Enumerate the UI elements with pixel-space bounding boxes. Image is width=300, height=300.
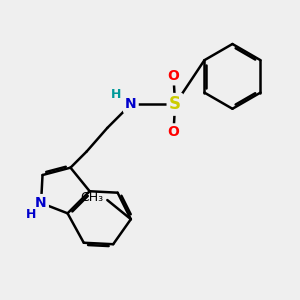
Text: N: N	[125, 98, 137, 111]
Text: O: O	[168, 125, 179, 139]
Text: S: S	[169, 95, 181, 113]
Text: H: H	[26, 208, 36, 221]
Text: O: O	[168, 69, 179, 83]
Text: H: H	[111, 88, 121, 100]
Text: CH₃: CH₃	[80, 191, 103, 204]
Text: N: N	[35, 196, 47, 210]
